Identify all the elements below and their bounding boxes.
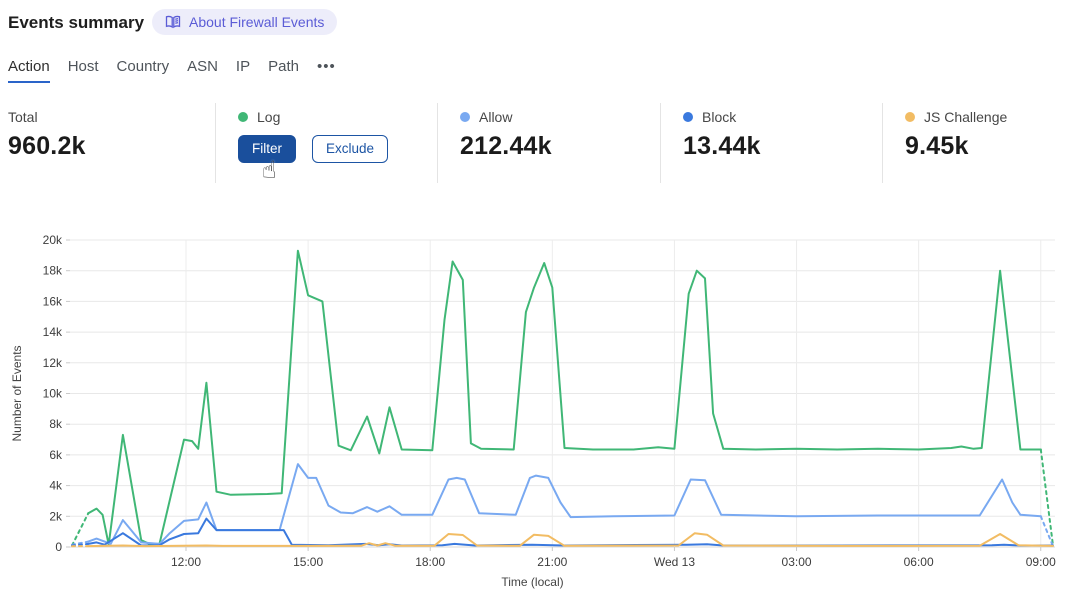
x-tick-label: 21:00 [537,555,567,569]
stat-total-label: Total [8,109,38,125]
stats-row: Total 960.2k Log Filter Exclude Allow 21… [0,103,1068,185]
block-legend-dot [683,112,693,122]
y-tick-label: 16k [43,294,63,308]
stat-block-value: 13.44k [683,132,761,160]
tab-path[interactable]: Path [268,58,299,75]
series-line-allow-dashed-tail [1039,515,1054,548]
stat-block[interactable]: Block 13.44k [660,103,883,183]
stat-log-label: Log [257,109,281,125]
stat-allow-label: Allow [479,109,513,125]
tab-country[interactable]: Country [116,58,170,75]
tab-action[interactable]: Action [8,58,50,83]
series-line-js-challenge [87,532,1054,548]
y-tick-label: 4k [49,479,63,493]
y-tick-label: 6k [49,448,63,462]
series-line-allow-dashed-head [71,540,90,546]
y-tick-label: 14k [43,325,63,339]
open-book-icon [165,15,181,29]
y-tick-label: 8k [49,417,63,431]
stat-js-challenge-value: 9.45k [905,132,969,160]
stat-block-label: Block [702,109,737,125]
series-line-block [87,517,1054,547]
x-axis-title: Time (local) [501,575,563,589]
tab-asn[interactable]: ASN [187,58,218,75]
tab-more-ellipsis-icon[interactable]: ••• [316,58,336,75]
y-tick-label: 18k [43,264,63,278]
group-by-tabs: Action Host Country ASN IP Path ••• [8,58,336,83]
about-badge-label: About Firewall Events [189,14,325,30]
tab-ip[interactable]: IP [235,58,251,75]
js-challenge-legend-dot [905,112,915,122]
x-tick-label: 09:00 [1026,555,1056,569]
stat-js-challenge-label: JS Challenge [924,109,1008,125]
y-tick-label: 12k [43,356,63,370]
x-tick-label: 06:00 [904,555,934,569]
allow-legend-dot [460,112,470,122]
stat-js-challenge[interactable]: JS Challenge 9.45k [882,103,1068,183]
stat-total: Total 960.2k [8,103,208,183]
series-line-log-dashed-head [71,512,90,547]
x-tick-label: 12:00 [171,555,201,569]
series-line-log [87,249,1042,546]
x-tick-label: 03:00 [782,555,812,569]
log-legend-dot [238,112,248,122]
exclude-button[interactable]: Exclude [312,135,389,163]
filter-button[interactable]: Filter [238,135,296,163]
stat-log[interactable]: Log Filter Exclude [215,103,436,183]
y-axis-title: Number of Events [10,345,24,441]
x-tick-label: 18:00 [415,555,445,569]
stat-total-value: 960.2k [8,132,86,160]
tab-host[interactable]: Host [67,58,99,75]
x-tick-label: 15:00 [293,555,323,569]
page-title: Events summary [8,13,145,32]
series-line-log-dashed-tail [1039,448,1054,547]
y-tick-label: 0 [55,540,62,554]
y-tick-label: 20k [43,233,63,247]
about-firewall-events-badge[interactable]: About Firewall Events [152,9,338,35]
stat-allow[interactable]: Allow 212.44k [437,103,660,183]
y-tick-label: 2k [49,509,63,523]
stat-allow-value: 212.44k [460,132,552,160]
x-tick-label: Wed 13 [654,555,695,569]
series-line-allow [87,463,1042,545]
y-tick-label: 10k [43,387,63,401]
